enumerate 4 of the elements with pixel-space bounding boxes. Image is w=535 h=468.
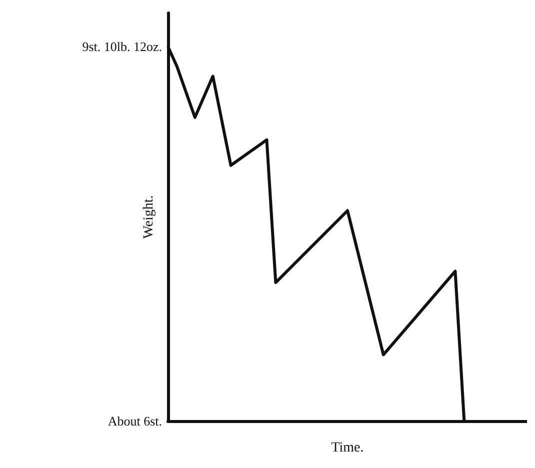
text: 9st. 10lb. 12oz. <box>82 39 162 54</box>
x-axis-title: Time. <box>331 440 364 456</box>
y-axis-title: Weight. <box>142 195 156 239</box>
text: About 6st. <box>108 414 162 428</box>
